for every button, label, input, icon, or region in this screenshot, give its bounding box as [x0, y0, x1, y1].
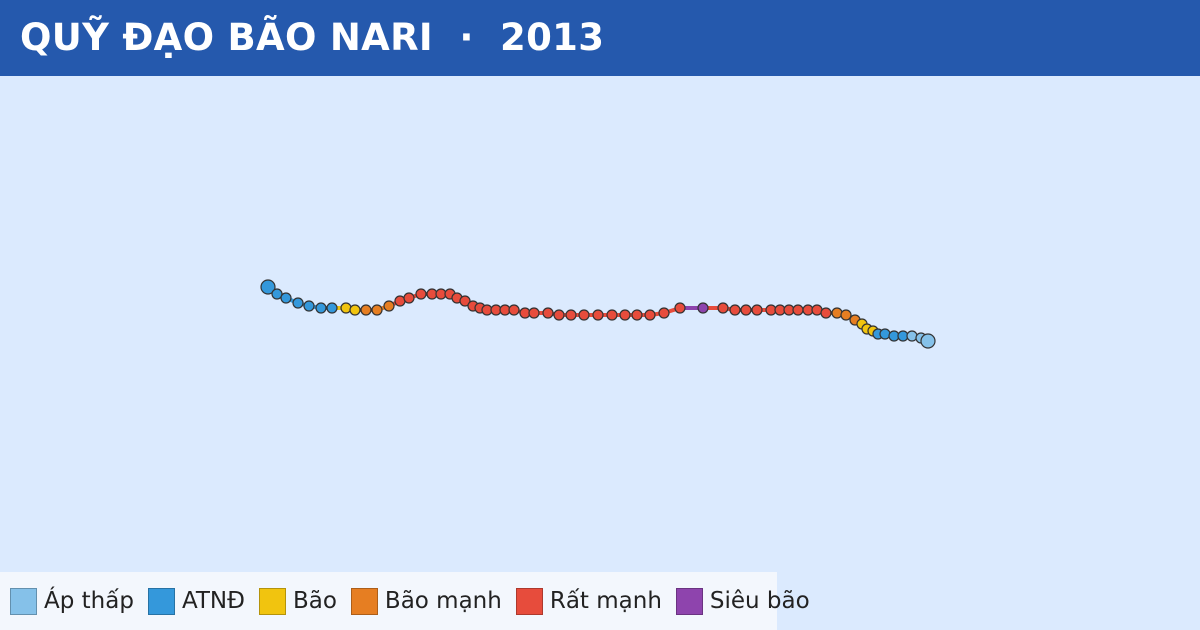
track-point	[260, 279, 276, 295]
legend-swatch	[675, 587, 703, 615]
track-point	[271, 288, 283, 300]
legend-item-very-strong: Rất mạnh	[515, 587, 662, 615]
legend-swatch	[515, 587, 543, 615]
track-point	[459, 295, 471, 307]
legend-item-strong-storm: Bão mạnh	[350, 587, 502, 615]
track-point	[326, 302, 338, 314]
track-points	[260, 279, 936, 349]
track-point	[403, 292, 415, 304]
track-point	[349, 304, 361, 316]
track-point	[508, 304, 520, 316]
track-point	[840, 309, 852, 321]
track-point	[528, 307, 540, 319]
track-point	[697, 302, 709, 314]
track-point	[415, 288, 427, 300]
page-title: QUỸ ĐẠO BÃO NARI · 2013	[20, 16, 605, 59]
track-point	[674, 302, 686, 314]
track-point	[920, 333, 936, 349]
track-point	[578, 309, 590, 321]
track-point	[371, 304, 383, 316]
legend-label: Bão	[292, 588, 337, 614]
track-point	[565, 309, 577, 321]
track-point	[717, 302, 729, 314]
track-point	[631, 309, 643, 321]
track-point	[751, 304, 763, 316]
track-point	[820, 307, 832, 319]
track-point	[831, 307, 843, 319]
legend-label: ATNĐ	[181, 588, 245, 614]
header-bar: QUỸ ĐẠO BÃO NARI · 2013	[0, 0, 1200, 76]
track-point	[542, 307, 554, 319]
legend-item-depression: Áp thấp	[10, 587, 134, 615]
track-point	[644, 309, 656, 321]
track-point	[606, 309, 618, 321]
track-point	[906, 330, 918, 342]
track-point	[658, 307, 670, 319]
legend-label: Áp thấp	[44, 588, 134, 614]
track-point	[729, 304, 741, 316]
track-point	[792, 304, 804, 316]
legend: Áp thấp ATNĐ Bão Bão mạnh Rất mạnh Siêu …	[0, 572, 810, 630]
legend-swatch	[10, 587, 37, 615]
legend-swatch	[350, 587, 378, 615]
track-point	[740, 304, 752, 316]
legend-swatch	[147, 587, 175, 615]
track-point	[592, 309, 604, 321]
legend-label: Bão mạnh	[384, 588, 502, 614]
legend-swatch	[258, 587, 286, 615]
track-point	[879, 328, 891, 340]
legend-label: Rất mạnh	[549, 588, 662, 614]
track-point	[619, 309, 631, 321]
track-point	[340, 302, 352, 314]
track-point	[553, 309, 565, 321]
track-point	[292, 297, 304, 309]
track-point	[280, 292, 292, 304]
storm-track-map	[260, 279, 936, 349]
track-point	[315, 302, 327, 314]
legend-label: Siêu bão	[709, 588, 810, 614]
track-point	[303, 300, 315, 312]
legend-item-tropical-storm: ATNĐ	[147, 587, 245, 615]
track-point	[360, 304, 372, 316]
legend-item-super-typhoon: Siêu bão	[675, 587, 810, 615]
track-point	[383, 300, 395, 312]
legend-item-storm: Bão	[258, 587, 337, 615]
